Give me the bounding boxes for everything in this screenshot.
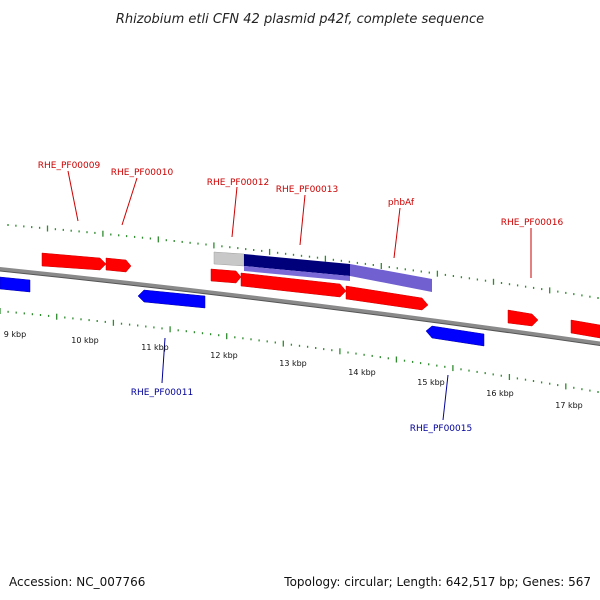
scale-label: 16 kbp (486, 389, 514, 398)
highlight-segment-dark (244, 254, 350, 276)
label-leaders (67, 170, 532, 421)
gene-label[interactable]: RHE_PF00015 (410, 424, 472, 434)
gene-arrow-reverse[interactable] (137, 289, 206, 309)
gene-labels: RHE_PF00009 RHE_PF00010 RHE_PF00012 RHE_… (38, 161, 564, 434)
gene-arrow-reverse[interactable] (425, 325, 485, 347)
gene-arrow-forward[interactable] (240, 272, 347, 298)
scale-labels: 9 kbp 10 kbp 11 kbp 12 kbp 13 kbp 14 kbp… (4, 330, 583, 410)
lower-tick-row (0, 308, 599, 393)
gene-label[interactable]: RHE_PF00011 (131, 388, 193, 398)
summary-text: Topology: circular; Length: 642,517 bp; … (283, 575, 591, 589)
gene-arrow-forward[interactable] (345, 285, 429, 311)
forward-genes (41, 252, 600, 339)
scale-label: 10 kbp (71, 336, 99, 345)
scale-label: 11 kbp (141, 343, 169, 352)
map-title: Rhizobium etli CFN 42 plasmid p42f, comp… (116, 12, 484, 27)
gene-label[interactable]: RHE_PF00013 (276, 185, 338, 195)
gene-arrow-forward[interactable] (41, 252, 107, 271)
gene-label[interactable]: phbAf (388, 198, 415, 208)
highlight-segment-mid-lower (244, 266, 350, 281)
gene-arrow-reverse[interactable] (0, 276, 31, 293)
upper-tick-row (7, 224, 599, 299)
scale-label: 17 kbp (555, 401, 583, 410)
scale-label: 13 kbp (279, 359, 307, 368)
scale-label: 15 kbp (417, 378, 445, 387)
gene-label[interactable]: RHE_PF00016 (501, 218, 564, 228)
scale-label: 9 kbp (4, 330, 26, 339)
gene-arrow-forward[interactable] (210, 268, 242, 284)
gene-label[interactable]: RHE_PF00010 (111, 168, 174, 178)
accession-text: Accession: NC_007766 (9, 575, 145, 589)
plasmid-backbone-shadow (0, 270, 600, 347)
highlight-segment-light (213, 251, 245, 267)
reverse-genes (0, 276, 485, 347)
scale-label: 14 kbp (348, 368, 376, 377)
gene-label[interactable]: RHE_PF00009 (38, 161, 101, 171)
highlight-region (213, 251, 432, 292)
gene-label[interactable]: RHE_PF00012 (207, 178, 269, 188)
gene-arrow-forward[interactable] (570, 319, 600, 339)
plasmid-backbone (0, 267, 600, 346)
gene-arrow-forward[interactable] (507, 309, 539, 327)
gene-arrow-forward[interactable] (105, 257, 132, 273)
highlight-segment-mid-upper (350, 264, 432, 292)
scale-label: 12 kbp (210, 351, 238, 360)
